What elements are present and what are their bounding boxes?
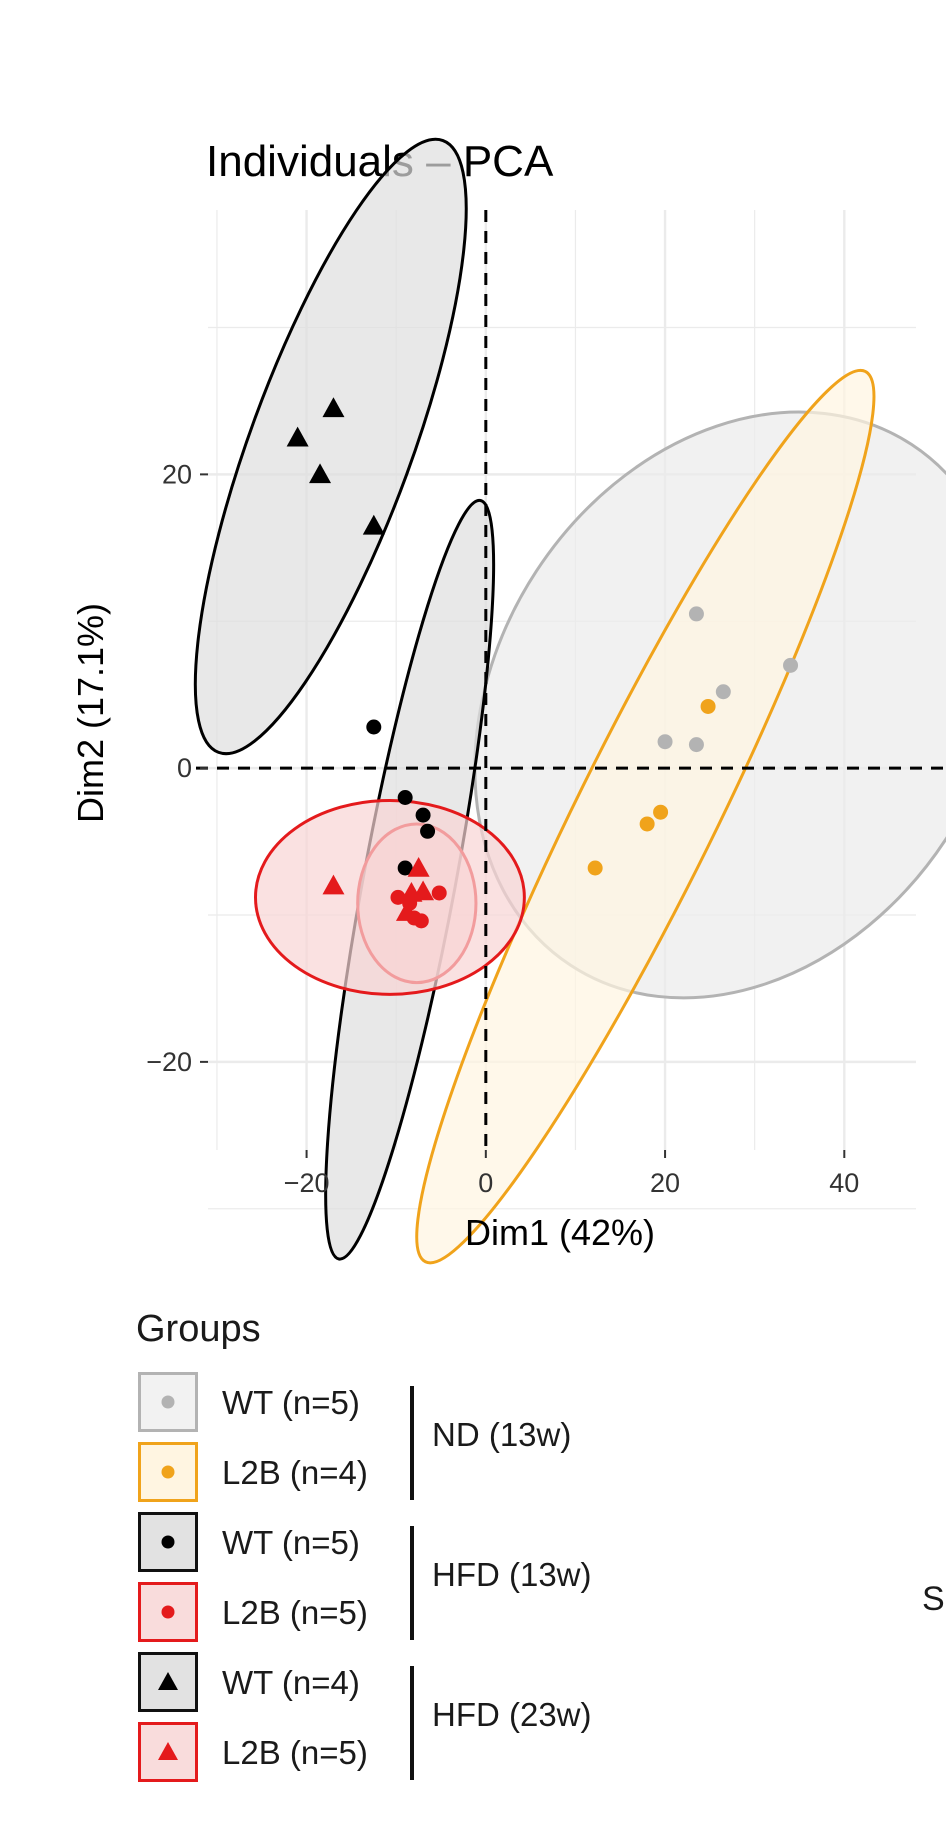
legend-key xyxy=(138,1582,198,1642)
legend-row: WT (n=5) xyxy=(136,1372,436,1434)
legend-title: Groups xyxy=(136,1308,261,1350)
data-points xyxy=(286,397,799,929)
point-triangle xyxy=(395,901,418,921)
legend-key xyxy=(138,1652,198,1712)
point-triangle xyxy=(412,880,435,901)
point-triangle xyxy=(322,397,345,418)
point-triangle xyxy=(362,514,385,535)
y-axis-title: Dim2 (17.1%) xyxy=(70,603,111,823)
legend-dot xyxy=(161,1465,175,1479)
point-circle xyxy=(415,807,431,823)
ellipse-5 xyxy=(253,798,526,996)
triangle-marker-icon xyxy=(158,1672,178,1690)
point-circle xyxy=(688,606,704,622)
point-circle xyxy=(653,804,669,820)
x-tick-label: −20 xyxy=(284,1168,330,1198)
legend-group-label: ND (13w) xyxy=(432,1416,572,1453)
reference-lines xyxy=(196,210,946,1150)
legend-label: WT (n=5) xyxy=(222,1524,360,1561)
legend-group-label: HFD (23w) xyxy=(432,1696,592,1733)
ellipse-1 xyxy=(415,368,876,1265)
ellipse-4 xyxy=(193,137,468,756)
point-triangle xyxy=(309,463,332,484)
point-circle xyxy=(688,737,704,753)
legend-key xyxy=(138,1372,198,1432)
legend-label: L2B (n=5) xyxy=(222,1594,368,1631)
legend-dot xyxy=(161,1535,175,1549)
legend-key xyxy=(138,1722,198,1782)
point-triangle xyxy=(407,857,430,877)
point-circle xyxy=(420,823,436,839)
axes: −20 0 20 40 −20 0 20 xyxy=(146,459,859,1198)
cropped-text-fragment: S xyxy=(922,1580,945,1618)
legend-label: L2B (n=4) xyxy=(222,1454,368,1491)
legend-group-bracket xyxy=(410,1386,414,1500)
legend-group-bracket xyxy=(410,1526,414,1640)
legend-triangle xyxy=(158,1672,178,1690)
ellipses xyxy=(193,137,946,1265)
point-circle xyxy=(657,734,673,750)
point-circle xyxy=(397,790,413,805)
legend-triangle xyxy=(158,1742,178,1760)
legend-group-bracket xyxy=(410,1666,414,1780)
legend-group-label: HFD (13w) xyxy=(432,1556,592,1593)
legend-row: L2B (n=5) xyxy=(136,1722,436,1784)
legend-dot xyxy=(161,1395,175,1409)
legend-row: WT (n=4) xyxy=(136,1652,436,1714)
circle-marker-icon xyxy=(161,1605,175,1619)
legend-row: WT (n=5) xyxy=(136,1512,436,1574)
x-tick-label: 0 xyxy=(478,1168,493,1198)
legend-label: L2B (n=5) xyxy=(222,1734,368,1771)
triangle-marker-icon xyxy=(158,1742,178,1760)
point-circle xyxy=(783,657,799,673)
point-triangle xyxy=(286,426,309,447)
point-circle xyxy=(397,860,413,876)
point-circle xyxy=(366,719,382,735)
legend-label: WT (n=4) xyxy=(222,1664,360,1701)
x-tick-label: 20 xyxy=(650,1168,680,1198)
point-circle xyxy=(639,816,655,832)
legend-row: L2B (n=5) xyxy=(136,1582,436,1644)
point-triangle xyxy=(322,874,345,895)
point-circle xyxy=(700,698,716,714)
legend-label: WT (n=5) xyxy=(222,1384,360,1421)
y-tick-label: 20 xyxy=(162,459,192,489)
circle-marker-icon xyxy=(161,1465,175,1479)
y-tick-label: −20 xyxy=(146,1047,192,1077)
x-axis-title: Dim1 (42%) xyxy=(465,1212,655,1253)
x-tick-label: 40 xyxy=(829,1168,859,1198)
point-circle xyxy=(715,684,731,700)
point-circle xyxy=(587,860,603,876)
legend-key xyxy=(138,1512,198,1572)
y-tick-label: 0 xyxy=(177,753,192,783)
circle-marker-icon xyxy=(161,1535,175,1549)
legend-key xyxy=(138,1442,198,1502)
circle-marker-icon xyxy=(161,1395,175,1409)
point-circle xyxy=(431,885,447,901)
legend-dot xyxy=(161,1605,175,1619)
legend-row: L2B (n=4) xyxy=(136,1442,436,1504)
